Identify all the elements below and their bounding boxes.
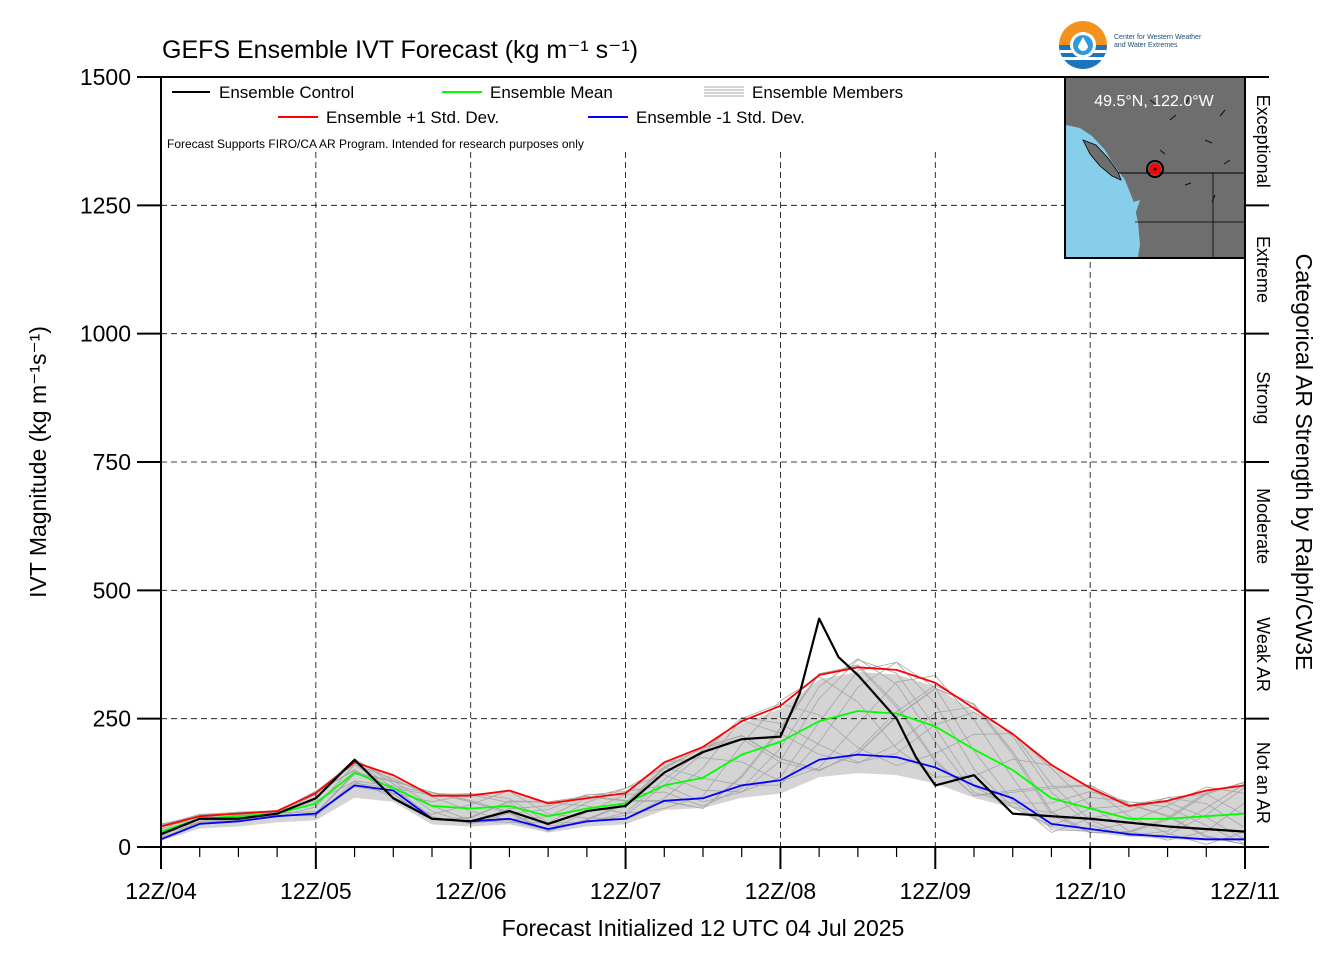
x-tick-label: 12Z/08 — [745, 878, 817, 904]
x-tick-label: 12Z/07 — [590, 878, 662, 904]
x-tick-label: 12Z/11 — [1210, 878, 1280, 904]
y-axis-label: IVT Magnitude (kg m⁻¹s⁻¹) — [25, 326, 51, 598]
y-tick-label: 250 — [93, 706, 131, 732]
series-ensemble-control — [160, 617, 1246, 836]
y-tick-label: 1250 — [80, 192, 131, 218]
location-marker-ring — [1146, 160, 1164, 178]
x-tick-label: 12Z/09 — [899, 878, 971, 904]
legend-label-control: Ensemble Control — [219, 83, 354, 102]
y-tick-label: 500 — [93, 577, 131, 603]
terrain-lines — [1149, 94, 1231, 203]
x-tick-label: 12Z/04 — [125, 878, 197, 904]
logo-caption: Center for Western Weather and Water Ext… — [1114, 34, 1201, 50]
cw3e-logo — [1059, 21, 1107, 69]
logo-caption-line1: Center for Western Weather — [1114, 34, 1202, 41]
legend-swatch-members — [704, 86, 744, 97]
x-axis-label: Forecast Initialized 12 UTC 04 Jul 2025 — [502, 915, 905, 941]
members-spread — [161, 671, 1245, 841]
x-tick-label: 12Z/05 — [280, 878, 352, 904]
chart-title: GEFS Ensemble IVT Forecast (kg m⁻¹ s⁻¹) — [162, 36, 638, 64]
member-line — [160, 661, 1246, 835]
ar-strength-label: Categorical AR Strength by Ralph/CW3E — [1291, 254, 1317, 671]
x-tick-label: 12Z/10 — [1054, 878, 1126, 904]
series-ensemble-mean — [160, 710, 1246, 833]
legend-label-minus-std: Ensemble -1 Std. Dev. — [636, 108, 805, 127]
axes: 0 250 500 750 1000 1250 1500 12Z/04 12Z/05 12Z/06… — [80, 64, 1280, 904]
series-ensemble-1-std-dev — [160, 753, 1245, 841]
ar-category-label: Extreme — [1253, 236, 1273, 303]
y-tick-label: 750 — [93, 449, 131, 475]
y-tick-label: 1500 — [80, 64, 131, 90]
sound-shape — [1130, 200, 1140, 212]
member-line — [160, 675, 1246, 832]
island-shape — [1082, 139, 1122, 181]
ar-category-label: Not an AR — [1253, 742, 1273, 824]
y-tick-label: 0 — [118, 834, 131, 860]
ar-category-label: Weak AR — [1253, 617, 1273, 692]
disclaimer-note: Forecast Supports FIRO/CA AR Program. In… — [167, 137, 584, 151]
legend-label-plus-std: Ensemble +1 Std. Dev. — [326, 108, 499, 127]
ar-category-label: Strong — [1253, 371, 1273, 424]
legend-label-members: Ensemble Members — [752, 83, 903, 102]
member-line — [160, 706, 1246, 837]
ar-category-label: Exceptional — [1253, 95, 1273, 188]
location-inset-map: 49.5°N, 122.0°W — [1064, 76, 1246, 259]
logo-caption-line2: and Water Extremes — [1114, 42, 1178, 49]
member-line — [160, 664, 1246, 845]
x-tick-label: 12Z/06 — [435, 878, 507, 904]
location-coordinates: 49.5°N, 122.0°W — [1094, 93, 1214, 110]
ar-category-label: Moderate — [1253, 488, 1273, 564]
ocean-area — [1066, 125, 1140, 257]
legend-label-mean: Ensemble Mean — [490, 83, 613, 102]
legend: Ensemble Control Ensemble Mean Ensemble … — [172, 83, 903, 127]
y-tick-label: 1000 — [80, 321, 131, 347]
series-lines — [160, 617, 1246, 841]
